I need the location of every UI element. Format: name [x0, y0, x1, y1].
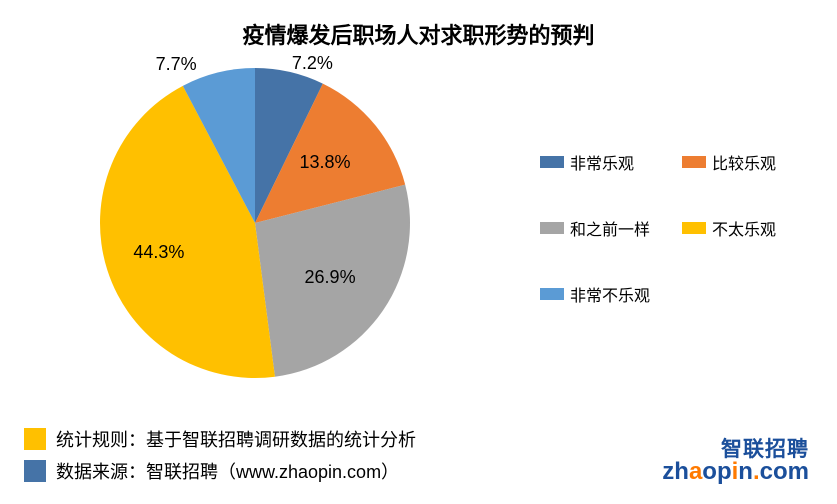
legend-swatch — [540, 288, 564, 300]
brand-en-part: zh — [662, 458, 689, 485]
chart-title: 疫情爆发后职场人对求职形势的预判 — [0, 18, 837, 50]
footer-swatch — [24, 428, 46, 450]
pie-label-fairly_optimistic: 13.8% — [299, 152, 350, 173]
legend-item: 比较乐观 — [682, 150, 824, 174]
legend-swatch — [682, 156, 706, 168]
brand-cn: 智联招聘 — [662, 439, 809, 460]
legend-label: 比较乐观 — [712, 150, 776, 174]
brand-en-part: a — [689, 458, 702, 485]
footer-text: 数据来源：智联招聘（www.zhaopin.com） — [56, 458, 399, 484]
legend-label: 不太乐观 — [712, 216, 776, 240]
legend-item: 非常乐观 — [540, 150, 682, 174]
legend-label: 非常不乐观 — [570, 282, 650, 306]
legend-row: 非常乐观 比较乐观 — [540, 150, 830, 174]
brand-en: zhaopin.com — [662, 460, 809, 484]
legend-row: 非常不乐观 — [540, 282, 830, 306]
legend-swatch — [682, 222, 706, 234]
legend-label: 非常乐观 — [570, 150, 634, 174]
legend: 非常乐观 比较乐观和之前一样 不太乐观非常不乐观 — [540, 150, 830, 348]
pie-label-very_not_optimistic: 7.7% — [156, 54, 197, 75]
pie-label-not_very_optimistic: 44.3% — [133, 242, 184, 263]
brand-en-part: . — [753, 458, 760, 485]
brand-logo: 智联招聘 zhaopin.com — [662, 439, 809, 484]
chart-container: 疫情爆发后职场人对求职形势的预判 7.2% 13.8% 26.9% 44.3% 7.7%… — [0, 0, 837, 504]
pie-label-same_as_before: 26.9% — [305, 267, 356, 288]
footer-row: 统计规则：基于智联招聘调研数据的统计分析 — [24, 426, 416, 452]
brand-en-part: com — [760, 458, 809, 485]
footer-row: 数据来源：智联招聘（www.zhaopin.com） — [24, 458, 416, 484]
legend-item: 和之前一样 — [540, 216, 682, 240]
legend-swatch — [540, 222, 564, 234]
legend-swatch — [540, 156, 564, 168]
legend-item: 非常不乐观 — [540, 282, 682, 306]
footer-notes: 统计规则：基于智联招聘调研数据的统计分析数据来源：智联招聘（www.zhaopi… — [24, 420, 416, 484]
footer-text: 统计规则：基于智联招聘调研数据的统计分析 — [56, 426, 416, 452]
pie-label-very_optimistic: 7.2% — [292, 53, 333, 74]
footer-swatch — [24, 460, 46, 482]
pie-chart: 7.2%13.8%26.9%44.3%7.7% — [90, 58, 420, 388]
brand-en-part: op — [702, 458, 731, 485]
legend-label: 和之前一样 — [570, 216, 650, 240]
brand-en-part: n — [738, 458, 753, 485]
legend-row: 和之前一样 不太乐观 — [540, 216, 830, 240]
legend-item: 不太乐观 — [682, 216, 824, 240]
